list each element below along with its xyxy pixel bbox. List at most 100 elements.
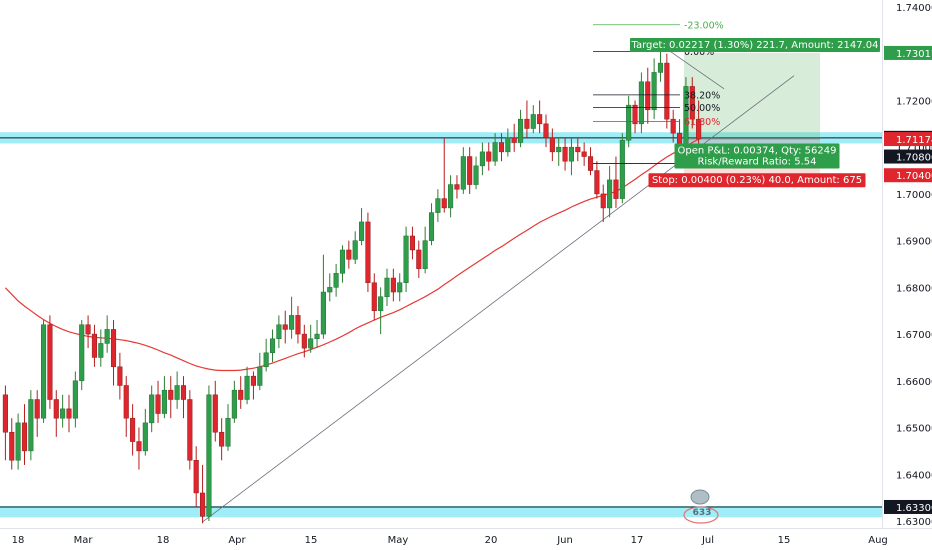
candle-body xyxy=(15,422,21,461)
time-tick-label: May xyxy=(388,535,409,546)
candle-body xyxy=(581,151,587,157)
bullish-candle xyxy=(683,77,689,152)
candle-body xyxy=(53,399,59,419)
bullish-candle xyxy=(142,408,148,456)
time-tick-label: 20 xyxy=(485,535,498,546)
bearish-candle xyxy=(549,128,555,162)
watermark: 633 xyxy=(683,489,719,524)
candle-body xyxy=(28,399,34,452)
candle-body xyxy=(505,137,511,153)
bearish-candle xyxy=(219,418,225,461)
bullish-candle xyxy=(244,366,250,405)
bearish-candle xyxy=(187,390,193,470)
candle-body xyxy=(41,324,47,419)
price-tick-label: 1.72000 xyxy=(896,96,932,107)
position-tag-text: Risk/Reward Ratio: 5.54 xyxy=(697,157,816,168)
bearish-candle xyxy=(282,310,288,344)
bearish-candle xyxy=(295,306,301,344)
bullish-candle xyxy=(479,142,485,176)
candle-body xyxy=(123,385,129,419)
bearish-candle xyxy=(562,137,568,171)
bullish-candle xyxy=(231,380,237,423)
candle-body xyxy=(403,235,409,283)
bearish-candle xyxy=(600,184,606,222)
candle-body xyxy=(200,492,206,517)
fib-level-label: -23.00% xyxy=(684,20,724,31)
candle-body xyxy=(441,198,447,209)
candle-body xyxy=(339,249,346,274)
time-tick-label: 18 xyxy=(12,535,25,546)
candle-body xyxy=(206,394,212,517)
bullish-candle xyxy=(397,273,403,302)
candle-body xyxy=(365,221,371,283)
bullish-candle xyxy=(206,385,212,521)
candle-body xyxy=(117,366,123,386)
bearish-candle xyxy=(467,147,473,194)
candle-body xyxy=(518,118,524,143)
candle-body xyxy=(244,375,250,400)
bullish-candle xyxy=(422,226,428,274)
bearish-candle xyxy=(9,418,15,470)
bullish-candle xyxy=(518,109,524,148)
candle-body xyxy=(397,282,403,293)
candle-body xyxy=(149,394,155,424)
bearish-candle xyxy=(85,315,91,349)
price-tag-label: 1.70800 xyxy=(896,153,932,164)
bearish-candle xyxy=(2,385,8,461)
fib-level-label: 0.00% xyxy=(684,47,714,58)
bullish-candle xyxy=(327,273,333,302)
bearish-candle xyxy=(524,100,530,138)
candle-body xyxy=(238,389,244,400)
candle-body xyxy=(174,385,180,400)
candle-body xyxy=(79,324,85,382)
position-tag: Target: 0.02217 (1.30%) 221.7, Amount: 2… xyxy=(630,37,880,52)
candle-body xyxy=(409,235,415,251)
bullish-candle xyxy=(460,147,466,194)
time-axis[interactable]: 18 Mar 18 Apr 15 May 20 Jun 17 Jul 15 Aug xyxy=(12,535,888,546)
bearish-candle xyxy=(537,100,543,134)
candle-body xyxy=(72,380,78,419)
price-tags: 1.730171.712001.711741.708001.704001.633… xyxy=(884,45,932,514)
profit-zone[interactable] xyxy=(683,52,820,140)
fib-level-label: 50.00% xyxy=(684,103,720,114)
candle-body xyxy=(250,375,256,386)
bearish-candle xyxy=(193,446,199,507)
candle-body xyxy=(479,151,485,167)
bearish-candle xyxy=(53,390,59,437)
bullish-candle xyxy=(320,254,326,339)
price-tag: 1.70400 xyxy=(884,168,932,183)
bearish-candle xyxy=(47,315,53,409)
price-tick-label: 1.65000 xyxy=(896,424,932,435)
position-tag-text: Target: 0.02217 (1.30%) 221.7, Amount: 2… xyxy=(631,40,879,51)
candle-body xyxy=(276,324,282,340)
candle-body xyxy=(66,408,72,419)
candle-body xyxy=(110,329,117,368)
bearish-candle xyxy=(346,240,352,269)
position-tag: Stop: 0.00400 (0.23%) 40.0, Amount: 675 xyxy=(648,173,866,188)
price-tick-label: 1.70000 xyxy=(896,190,932,201)
bearish-candle xyxy=(371,273,377,321)
candle-body xyxy=(670,118,676,134)
candle-body xyxy=(219,431,225,447)
candle-body xyxy=(333,273,339,288)
bearish-candle xyxy=(390,268,396,302)
bearish-candle xyxy=(594,161,600,199)
bearish-candle xyxy=(511,123,517,152)
bullish-candle xyxy=(651,58,657,120)
candle-body xyxy=(9,431,15,461)
candle-body xyxy=(352,240,358,260)
bullish-candle xyxy=(276,315,282,349)
time-tick-label: Apr xyxy=(228,535,246,546)
candle-body xyxy=(85,324,91,335)
candle-body xyxy=(448,184,454,209)
bearish-candle xyxy=(645,67,651,124)
candle-body xyxy=(257,366,263,386)
bearish-candle xyxy=(123,376,129,437)
bullish-candle xyxy=(657,51,664,82)
candle-body xyxy=(619,139,625,199)
bearish-candle xyxy=(66,394,72,433)
candle-body xyxy=(212,394,218,433)
candle-body xyxy=(422,240,428,269)
bullish-candle xyxy=(149,385,155,433)
